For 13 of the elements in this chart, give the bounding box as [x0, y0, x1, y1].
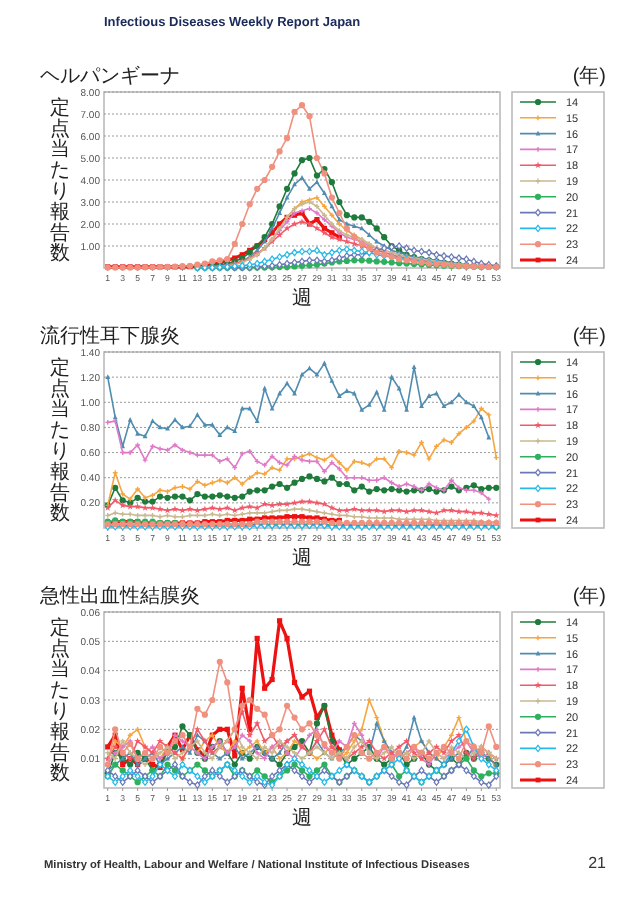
legend-title: (年)	[572, 324, 606, 348]
y-axis-title: 定点当たり報告数	[50, 95, 70, 266]
chart-title: 急性出血性結膜炎	[38, 584, 200, 608]
x-axis-title: 週	[292, 548, 312, 570]
y-axis-title: 定点当たり報告数	[50, 615, 70, 786]
x-axis-title: 週	[292, 288, 312, 310]
chart-title: 流行性耳下腺炎	[40, 324, 180, 348]
text: 21	[588, 854, 608, 872]
y-axis-title: 定点当たり報告数	[50, 355, 70, 526]
x-axis-title: 週	[292, 808, 312, 830]
chart-title: ヘルパンギーナ	[40, 64, 180, 88]
legend-title: (年)	[572, 64, 606, 88]
legend-title: (年)	[572, 584, 606, 608]
